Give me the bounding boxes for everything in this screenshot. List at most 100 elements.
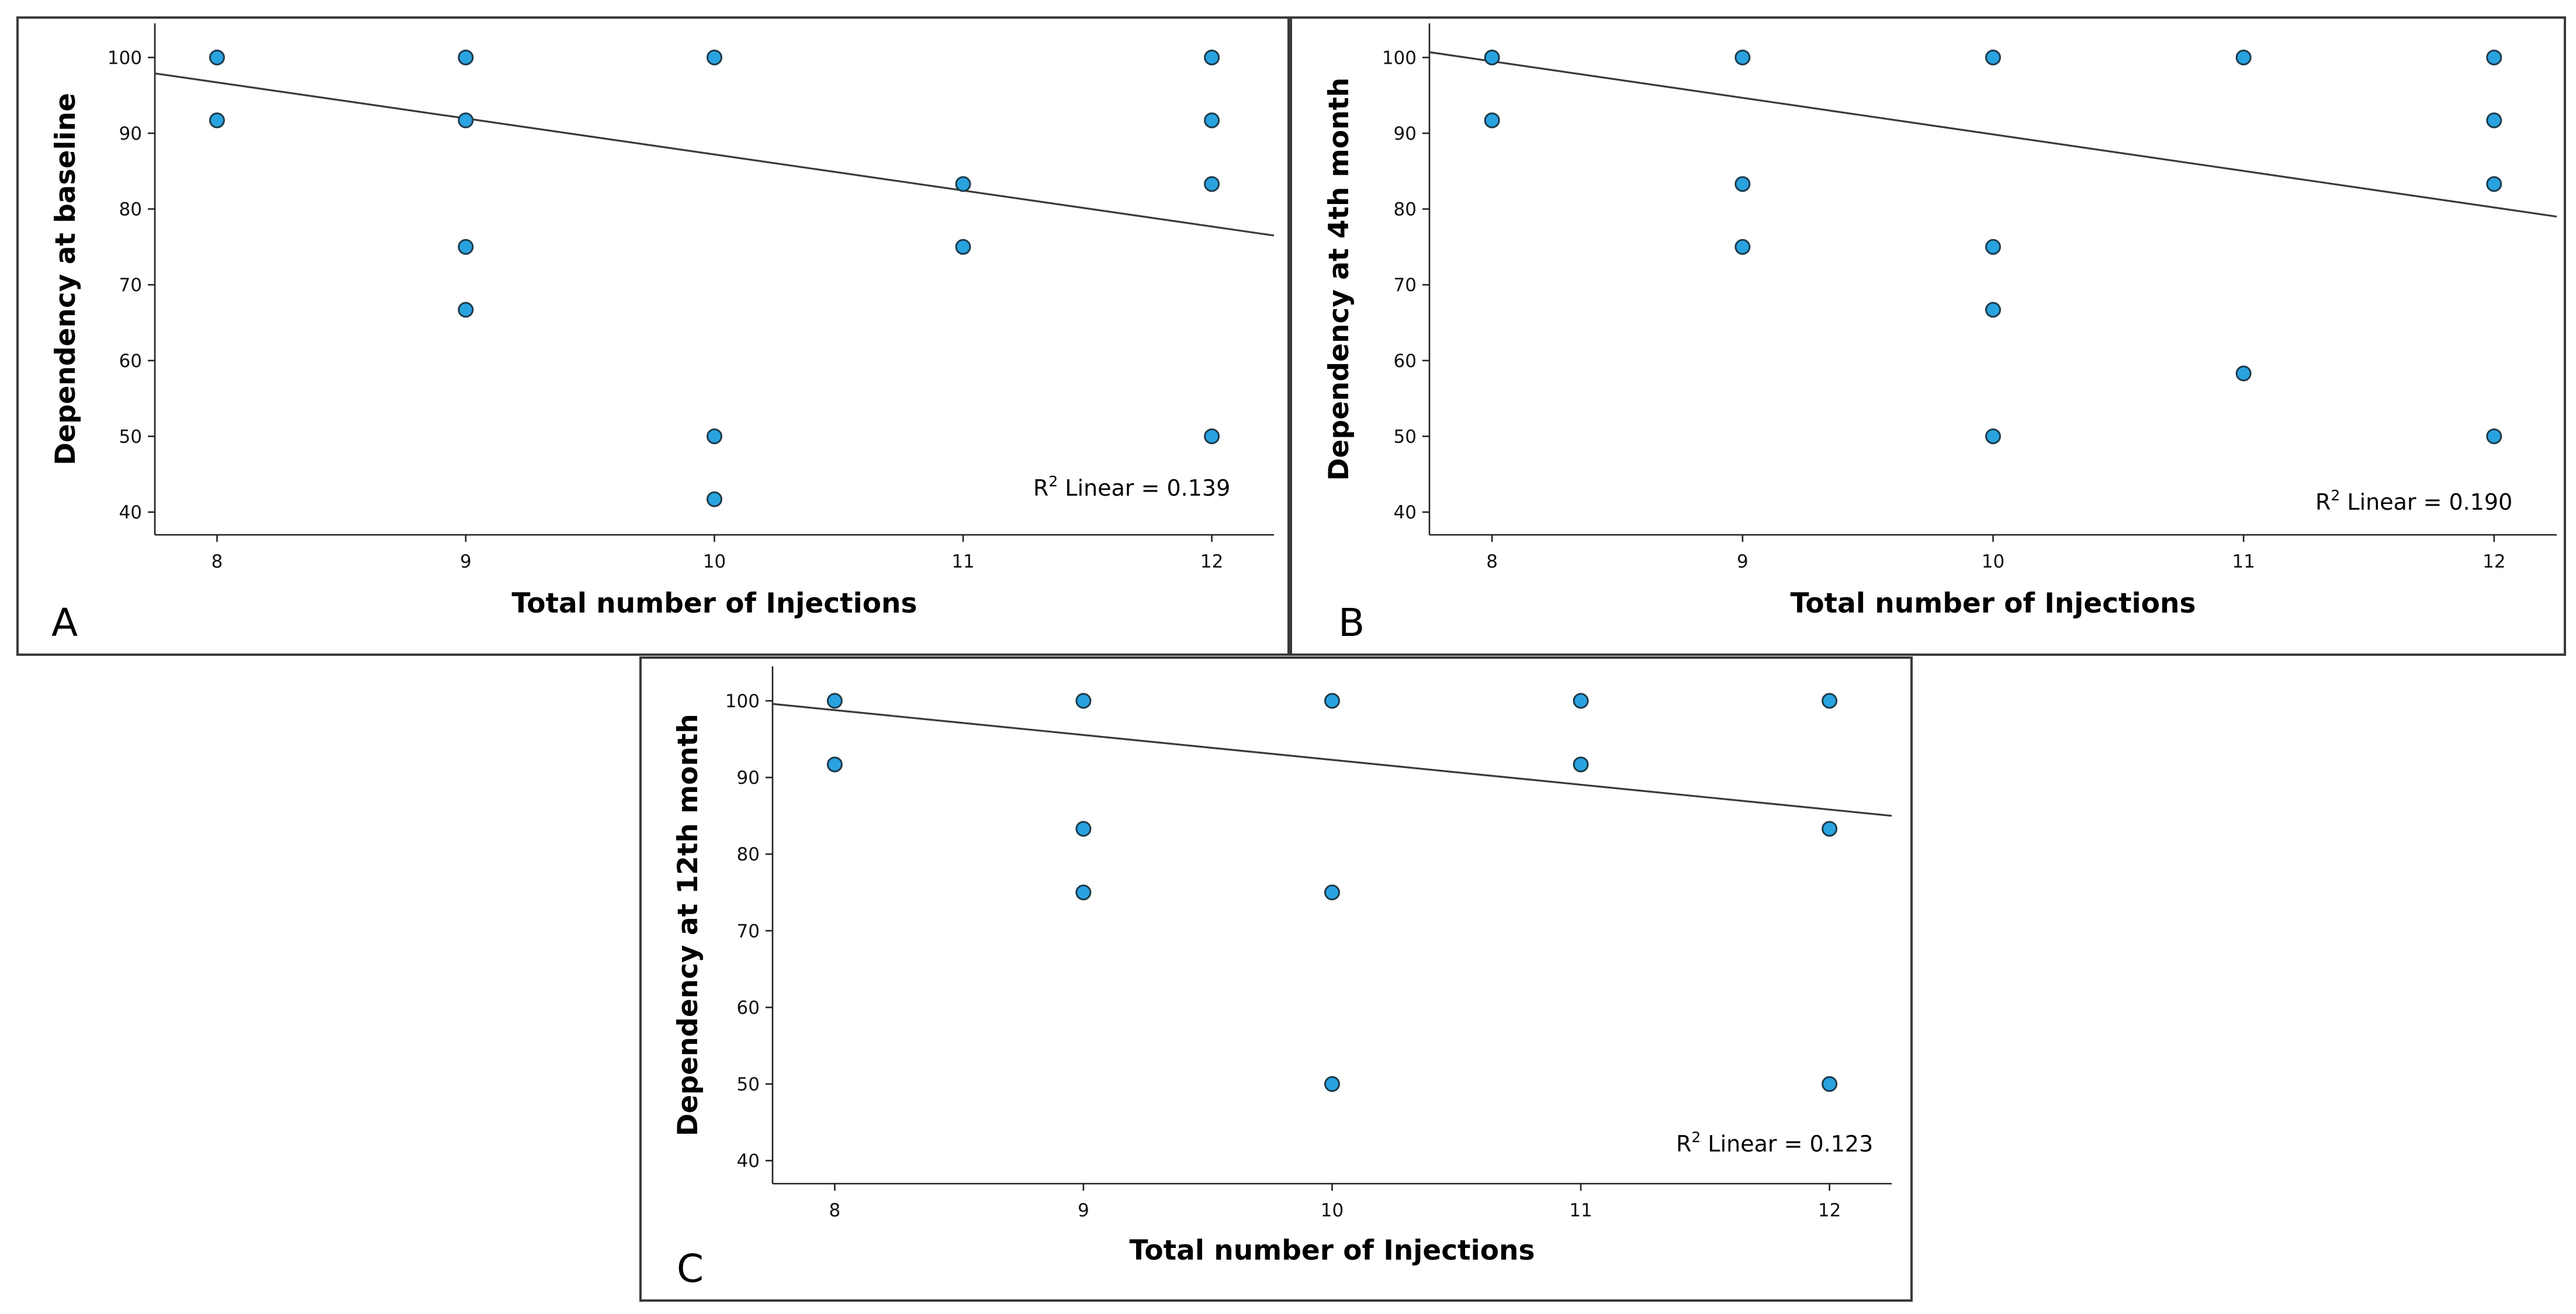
y-axis-title: Dependency at 12th month — [672, 714, 704, 1136]
y-tick-label: 90 — [737, 767, 760, 789]
y-tick-label: 60 — [119, 351, 142, 372]
data-point — [2486, 428, 2502, 444]
y-tick-label: 50 — [119, 426, 142, 447]
x-axis-title: Total number of Injections — [512, 587, 917, 620]
data-point — [1985, 428, 2001, 444]
y-tick-label: 80 — [1394, 199, 1417, 220]
data-point — [1985, 49, 2001, 65]
data-point — [458, 238, 474, 255]
x-tick-label: 8 — [1486, 551, 1498, 572]
y-tick-label: 60 — [1394, 351, 1417, 372]
panel-frame — [639, 656, 1913, 1302]
panel-frame — [16, 16, 1290, 656]
panel-b: 40 50 60 70 80 90 100 8 9 10 11 12 Total number of I… — [1290, 16, 2566, 656]
y-tick-label: 40 — [119, 502, 142, 523]
x-tick-label: 12 — [2482, 551, 2505, 572]
x-tick-label: 9 — [1737, 551, 1749, 572]
y-tick-label: 100 — [108, 47, 142, 68]
data-point — [707, 49, 722, 65]
y-tick-label: 50 — [737, 1074, 760, 1095]
data-point — [1324, 693, 1340, 709]
data-point — [458, 112, 474, 129]
x-tick-label: 8 — [829, 1200, 841, 1221]
r2-label: R2 Linear = 0.139 — [1033, 473, 1230, 501]
panel-a: 40 50 60 70 80 90 100 8 9 10 11 12 Total number of I… — [16, 16, 1290, 656]
data-point — [1822, 821, 1838, 837]
data-point — [1484, 112, 1500, 129]
panel-frame — [1290, 16, 2566, 656]
data-point — [1573, 693, 1589, 709]
x-tick-label: 9 — [460, 551, 472, 572]
data-point — [1204, 176, 1220, 192]
data-point — [1734, 238, 1751, 255]
data-point — [209, 112, 225, 129]
x-tick-label: 10 — [1982, 551, 2004, 572]
panel-letter: B — [1338, 600, 1365, 645]
x-axis-title: Total number of Injections — [1130, 1235, 1535, 1267]
y-tick-label: 90 — [1394, 123, 1417, 144]
x-axis-title: Total number of Injections — [1791, 587, 2196, 620]
x-tick-label: 10 — [1321, 1200, 1344, 1221]
panel-letter: A — [51, 600, 78, 645]
data-point — [2486, 49, 2502, 65]
data-point — [1822, 1076, 1838, 1092]
data-point — [2486, 112, 2502, 129]
x-tick-label: 9 — [1078, 1200, 1089, 1221]
y-axis-title: Dependency at 4th month — [1323, 78, 1355, 481]
data-point — [1204, 112, 1220, 129]
y-axis-title: Dependency at baseline — [50, 93, 82, 465]
data-point — [1734, 176, 1751, 192]
y-tick-label: 40 — [1394, 502, 1417, 523]
x-tick-label: 12 — [1818, 1200, 1841, 1221]
data-point — [209, 49, 225, 65]
y-tick-label: 50 — [1394, 426, 1417, 447]
y-tick-label: 60 — [737, 997, 760, 1018]
y-tick-label: 80 — [119, 199, 142, 220]
r2-label: R2 Linear = 0.190 — [2315, 487, 2512, 515]
data-point — [1573, 756, 1589, 773]
data-point — [458, 302, 474, 318]
data-point — [1985, 302, 2001, 318]
data-point — [955, 176, 971, 192]
data-point — [1075, 884, 1092, 901]
x-tick-label: 10 — [703, 551, 726, 572]
data-point — [1075, 693, 1092, 709]
data-point — [1324, 1076, 1340, 1092]
data-point — [1822, 693, 1838, 709]
regression-line — [154, 72, 1275, 237]
data-point — [1734, 49, 1751, 65]
y-tick-label: 90 — [119, 123, 142, 144]
data-point — [2235, 365, 2252, 382]
data-point — [1484, 49, 1500, 65]
data-point — [955, 238, 971, 255]
x-tick-label: 11 — [1569, 1200, 1592, 1221]
data-point — [826, 756, 843, 773]
y-tick-label: 100 — [1382, 47, 1417, 68]
panel-letter: C — [677, 1246, 704, 1291]
data-point — [1204, 428, 1220, 444]
data-point — [1985, 238, 2001, 255]
data-point — [458, 49, 474, 65]
x-tick-label: 12 — [1200, 551, 1223, 572]
data-point — [2486, 176, 2502, 192]
regression-line — [772, 703, 1892, 817]
y-tick-label: 100 — [725, 691, 760, 712]
data-point — [707, 491, 722, 507]
panel-c: 40 50 60 70 80 90 100 8 9 10 11 12 Total number of I… — [639, 656, 1913, 1302]
x-tick-label: 11 — [2232, 551, 2255, 572]
data-point — [826, 693, 843, 709]
data-point — [1204, 49, 1220, 65]
y-tick-label: 70 — [737, 921, 760, 942]
x-tick-label: 11 — [951, 551, 974, 572]
data-point — [707, 428, 722, 444]
y-tick-label: 40 — [737, 1151, 760, 1172]
data-point — [1324, 884, 1340, 901]
y-tick-label: 70 — [1394, 275, 1417, 296]
regression-line — [1429, 51, 2557, 218]
data-point — [2235, 49, 2252, 65]
y-tick-label: 80 — [737, 844, 760, 865]
r2-label: R2 Linear = 0.123 — [1676, 1129, 1873, 1157]
data-point — [1075, 821, 1092, 837]
